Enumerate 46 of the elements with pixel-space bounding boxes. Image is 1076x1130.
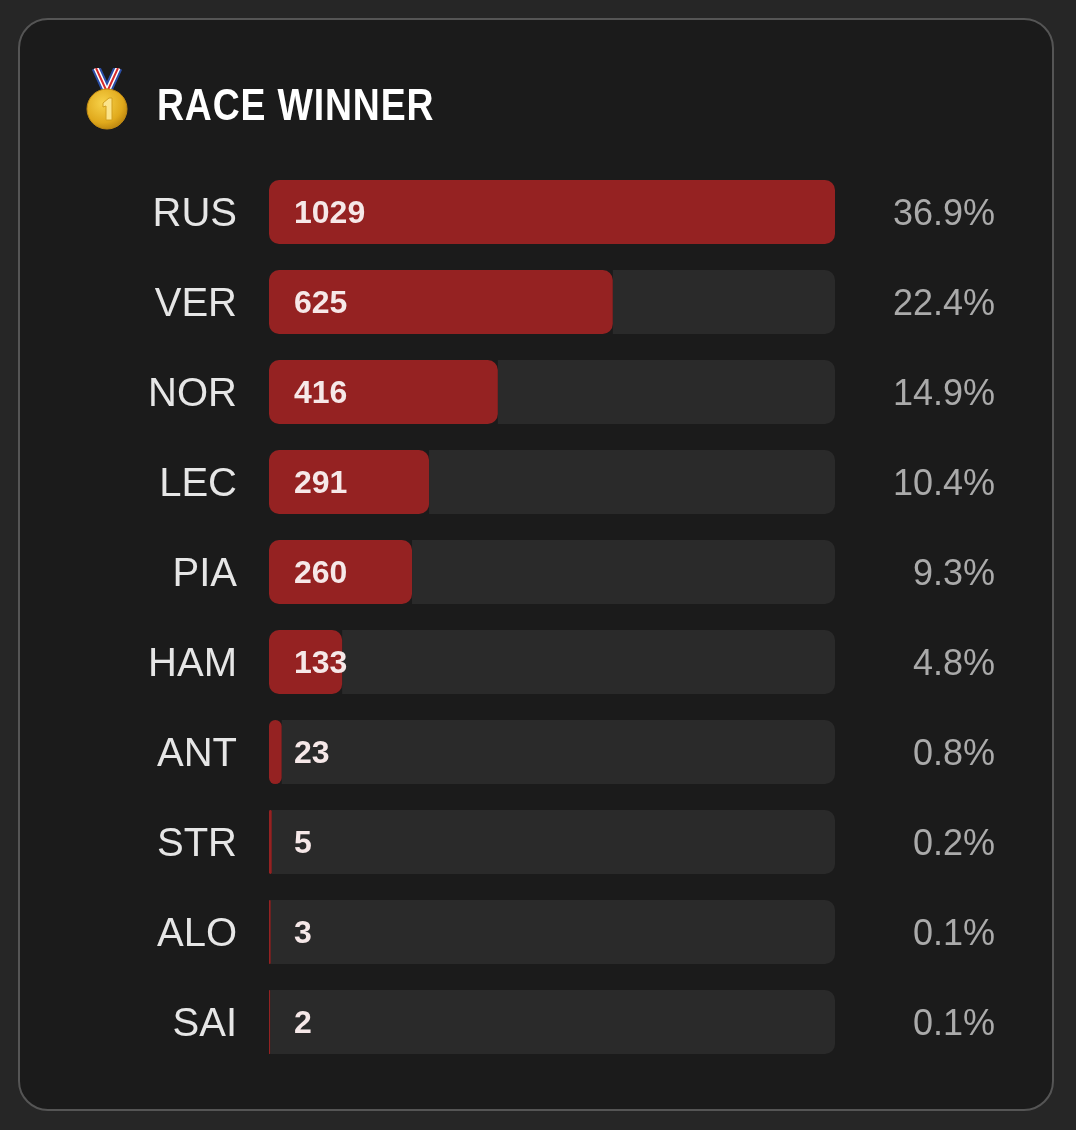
bar [271, 810, 835, 874]
text: 0.1% [912, 911, 995, 953]
data-label: 5 [294, 824, 312, 860]
text: 0.8% [912, 731, 995, 773]
data-label: 291 [294, 464, 348, 500]
data-label: 2 [294, 1004, 312, 1040]
text: 10.4% [892, 461, 995, 503]
bar [270, 990, 835, 1054]
y-tick-label: PIA [172, 550, 238, 594]
y-tick-label: VER [154, 280, 237, 324]
bar [269, 720, 282, 784]
y-tick-label: STR [157, 820, 237, 864]
bar [429, 450, 835, 514]
bar [269, 180, 835, 244]
bar [497, 360, 835, 424]
data-label: 23 [294, 734, 330, 770]
text: 22.4% [892, 281, 995, 323]
chart-title: RACE WINNER [157, 80, 435, 129]
bar [412, 540, 835, 604]
bar [269, 270, 613, 334]
y-tick-label: HAM [148, 640, 237, 684]
data-label: 133 [294, 644, 348, 680]
y-tick-label: ANT [157, 730, 237, 774]
y-tick-label: NOR [148, 370, 237, 414]
data-label: 3 [294, 914, 312, 950]
bar [269, 360, 498, 424]
data-label: 1029 [294, 194, 366, 230]
bar [612, 270, 835, 334]
bar [269, 450, 430, 514]
bar [269, 810, 272, 874]
y-tick-label: ALO [156, 910, 237, 954]
text: 14.9% [892, 371, 995, 413]
bar [281, 720, 835, 784]
text: 0.1% [912, 1001, 995, 1043]
data-label: 625 [294, 284, 348, 320]
text: 0.2% [912, 821, 995, 863]
bar [270, 900, 835, 964]
y-tick-label: LEC [159, 460, 237, 504]
data-label: 416 [294, 374, 348, 410]
data-label: 260 [294, 554, 348, 590]
y-tick-label: SAI [172, 1000, 237, 1044]
text: 9.3% [912, 551, 995, 593]
y-tick-label: RUS [152, 190, 237, 234]
bar [269, 540, 413, 604]
text: 4.8% [912, 641, 995, 683]
text: 36.9% [892, 191, 995, 233]
